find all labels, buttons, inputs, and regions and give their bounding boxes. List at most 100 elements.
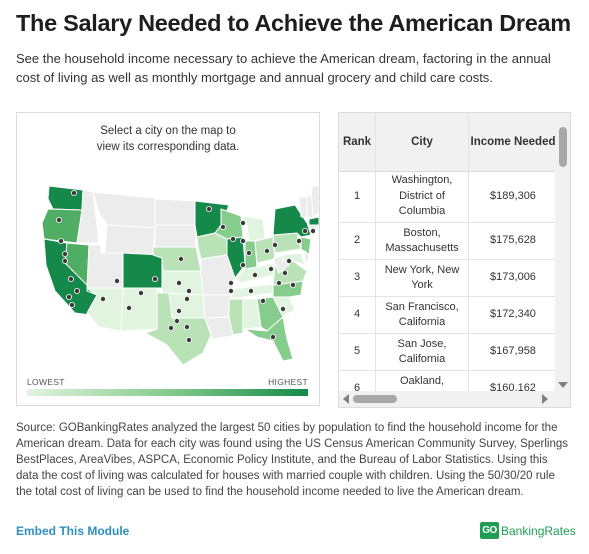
city-marker[interactable] [183,295,190,302]
city-marker[interactable] [74,287,81,294]
city-marker[interactable] [71,190,78,197]
city-marker[interactable] [151,275,158,282]
city-marker[interactable] [267,265,274,272]
scroll-right-arrow-icon[interactable] [542,394,548,404]
rank-cell: 4 [353,308,361,321]
state-la[interactable] [204,316,238,340]
scroll-left-arrow-icon[interactable] [343,394,349,404]
table-row[interactable]: 2 Boston, Massachusetts $175,628 [339,223,557,260]
city-marker[interactable] [175,279,182,286]
city-marker[interactable] [263,247,270,254]
city-cell: Washington, District of Columbia [375,171,469,222]
city-marker[interactable] [205,206,212,213]
embed-module-link[interactable]: Embed This Module [16,524,130,538]
city-cell: San Jose, California [375,334,469,370]
city-marker[interactable] [239,261,246,268]
city-marker[interactable] [245,249,252,256]
city-marker[interactable] [185,287,192,294]
city-marker[interactable] [289,281,296,288]
state-me[interactable] [310,184,319,218]
state-fl[interactable] [244,316,294,362]
city-marker[interactable] [66,293,73,300]
state-de[interactable] [304,250,310,264]
map-panel: Select a city on the map to view its cor… [16,112,320,406]
state-ks[interactable] [161,270,204,296]
state-tx[interactable] [144,292,212,366]
city-marker[interactable] [173,317,180,324]
city-marker[interactable] [229,236,236,243]
city-marker[interactable] [183,323,190,330]
city-marker[interactable] [271,241,278,248]
state-mi[interactable] [242,215,266,242]
us-map[interactable] [17,113,319,373]
city-marker[interactable] [175,307,182,314]
city-marker[interactable] [126,304,133,311]
city-marker[interactable] [58,238,65,245]
city-marker[interactable] [247,287,254,294]
legend-high-label: HIGHEST [268,377,308,387]
state-al[interactable] [242,298,262,334]
scroll-down-arrow-icon[interactable] [558,382,568,388]
state-ny[interactable] [272,204,312,238]
city-marker[interactable] [62,257,69,264]
income-cell: $175,628 [490,234,536,247]
rank-column-header[interactable]: Rank [342,135,372,148]
gobankingrates-logo[interactable]: GO BankingRates [480,522,576,539]
horizontal-scroll-thumb[interactable] [353,395,397,403]
map-instruction-line-1: Select a city on the map to [100,125,236,137]
table-row[interactable]: 5 San Jose, California $167,958 [339,334,557,371]
rank-cell: 6 [353,382,361,395]
city-marker[interactable] [219,224,226,231]
state-md[interactable] [282,252,306,266]
state-wa[interactable] [47,185,84,211]
state-sd[interactable] [154,224,197,248]
city-marker[interactable] [177,255,184,262]
vertical-scroll-thumb[interactable] [559,127,567,167]
city-marker[interactable] [62,250,69,257]
city-marker[interactable] [68,275,75,282]
city-marker[interactable] [167,324,174,331]
table-row[interactable]: 3 New York, New York $173,006 [339,260,557,297]
city-column-header[interactable]: City [375,113,469,171]
city-marker[interactable] [185,336,192,343]
state-ma[interactable] [308,216,319,226]
horizontal-scrollbar[interactable] [339,391,570,407]
state-il[interactable] [226,236,246,279]
state-wy[interactable] [104,224,156,256]
state-id[interactable] [76,189,100,244]
city-marker[interactable] [259,297,266,304]
city-marker[interactable] [309,228,316,235]
table-row[interactable]: 1 Washington, District of Columbia $189,30… [339,171,557,223]
city-marker[interactable] [285,257,292,264]
table-row[interactable]: 4 San Francisco, California $172,340 [339,297,557,334]
legend-low-label: LOWEST [27,377,65,387]
state-or[interactable] [41,208,83,244]
map-instruction-line-2: view its corresponding data. [96,141,240,153]
city-marker[interactable] [275,279,282,286]
state-ms[interactable] [228,298,244,336]
city-marker[interactable] [279,305,286,312]
state-nd[interactable] [154,198,196,226]
city-marker[interactable] [269,333,276,340]
state-vt[interactable] [298,196,308,218]
income-cell: $173,006 [490,271,536,284]
city-marker[interactable] [227,279,234,286]
brand-mark: GO [480,522,499,539]
city-marker[interactable] [100,295,107,302]
vertical-scrollbar[interactable] [555,113,570,392]
city-marker[interactable] [295,238,302,245]
city-marker[interactable] [301,228,308,235]
city-marker[interactable] [114,277,121,284]
city-marker[interactable] [239,238,246,245]
brand-name: BankingRates [501,523,576,538]
city-marker[interactable] [251,271,258,278]
state-co[interactable] [122,252,163,289]
city-marker[interactable] [239,220,246,227]
income-column-header[interactable]: Income Needed [470,135,556,148]
city-marker[interactable] [281,269,288,276]
city-marker[interactable] [138,289,145,296]
city-marker[interactable] [56,217,63,224]
state-mt[interactable] [92,191,156,229]
city-marker[interactable] [227,287,234,294]
city-marker[interactable] [69,301,76,308]
